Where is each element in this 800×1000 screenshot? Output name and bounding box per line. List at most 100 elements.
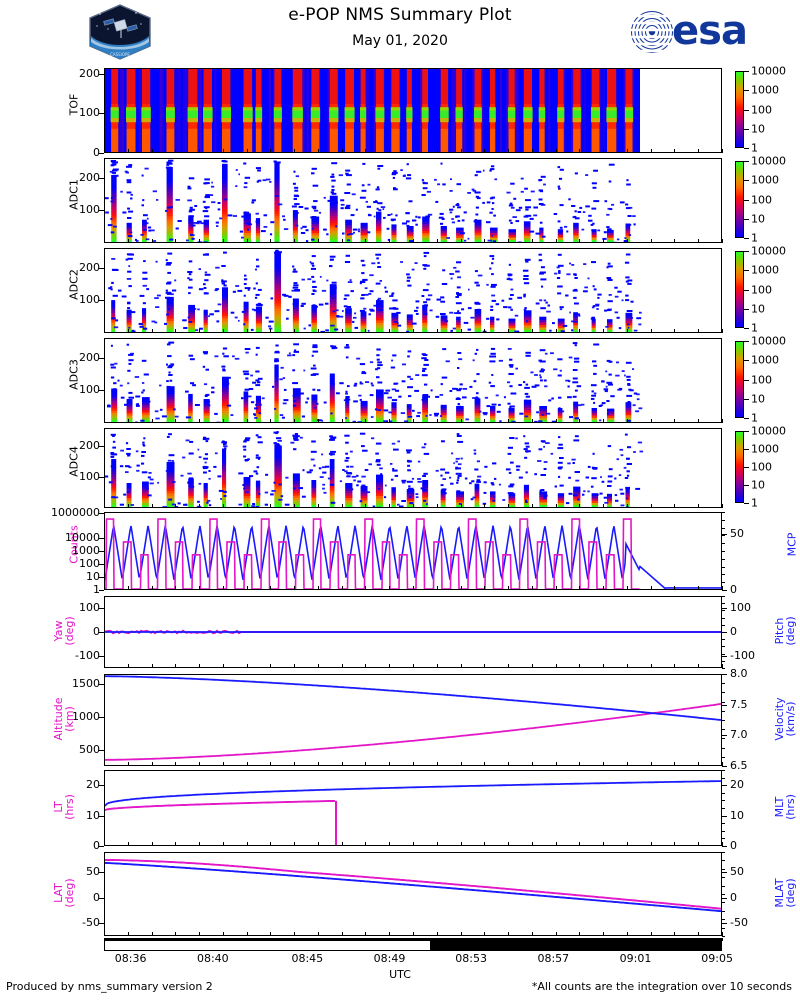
time-tick-minor	[277, 938, 279, 941]
xtickmark-minor	[246, 586, 248, 590]
xtickmark-minor	[508, 762, 510, 766]
ytickmark-right-minor	[722, 766, 725, 767]
colorbar-tof: 10000 1000 100 10 1	[735, 65, 795, 155]
ytickmark-right-minor	[722, 729, 725, 731]
xtickmark-minor	[413, 762, 414, 766]
xtickmark-minor	[365, 149, 367, 153]
ytickmark-right-minor	[722, 815, 725, 817]
xtickmark-minor	[246, 419, 248, 423]
xtickmark-minor	[484, 239, 486, 243]
time-tick-minor	[548, 938, 550, 941]
xtickmark-minor	[246, 842, 248, 846]
colorbar-label: 10	[751, 392, 765, 406]
ytick-right-lt-mlt-0: 20	[730, 778, 744, 792]
colorbar-tickmark	[744, 90, 749, 92]
ytickmark-right-minor	[722, 535, 725, 537]
xtickmark-minor	[151, 842, 153, 846]
xtickmark-minor	[436, 239, 438, 243]
ytickmark-left-yaw-pitch-1	[99, 632, 104, 633]
ytick-right-yaw-pitch-0: 100	[730, 601, 751, 614]
ytickmark-left-adc4-1	[99, 477, 104, 479]
xtickmark-minor	[127, 762, 129, 766]
xtickmark-minor	[270, 762, 272, 766]
xtickmark-minor	[151, 664, 153, 668]
xtickmark-minor	[175, 586, 177, 590]
esa-logo: esa	[630, 8, 762, 56]
xtickmark-minor	[389, 762, 391, 766]
plot-data-adc2	[108, 249, 642, 332]
ytickmark-right-minor	[722, 830, 725, 832]
time-tick-label: 08:45	[291, 952, 324, 965]
ytickmark-right-minor	[722, 566, 725, 568]
xtickmark-minor	[460, 329, 462, 333]
ytick-left-adc3-0: 200	[79, 350, 100, 364]
time-tick-minor	[413, 938, 414, 941]
ytickmark-left-counts-mcp-0	[99, 512, 104, 514]
xtickmark-minor	[531, 932, 533, 936]
plot-data-adc3	[107, 341, 643, 422]
ytickmark-right-minor	[722, 852, 725, 853]
colorbar-tickmark	[744, 251, 749, 252]
ytick-right-lat-mlat-2: -50	[730, 916, 748, 930]
plot-panel-adc4	[104, 428, 722, 508]
xtickmark-minor	[389, 419, 391, 423]
xtickmark-minor	[199, 504, 201, 508]
time-tick-minor	[297, 938, 299, 941]
time-tick-label: 08:57	[537, 952, 570, 965]
colorbar-label: 1	[751, 141, 758, 155]
xtickmark-minor	[175, 329, 177, 333]
ytick-left-counts-mcp-3: 100	[79, 557, 100, 571]
ytickmark-right-minor	[722, 701, 725, 703]
ylabel-right-counts-mcp: MCP	[786, 515, 799, 575]
colorbar-gradient	[735, 431, 744, 503]
xtickmark-minor	[104, 842, 105, 846]
xtickmark-minor	[270, 586, 272, 590]
ytickmark-right-minor	[722, 777, 725, 779]
ytick-left-adc4-0: 200	[79, 439, 100, 453]
xtickmark-minor	[436, 664, 438, 668]
ytick-left-adc1-1: 100	[79, 203, 100, 217]
ytick-right-yaw-pitch-1: 0	[730, 625, 737, 638]
xtickmark-minor	[294, 842, 296, 846]
time-tick-label: 08:40	[196, 952, 229, 965]
colorbar-tickmark	[744, 360, 749, 362]
xtickmark-minor	[127, 149, 129, 153]
xtickmark-minor	[626, 149, 628, 153]
xtickmark-minor	[674, 239, 676, 243]
ytick-right-altitude-velocity-1: 7.5	[730, 697, 748, 711]
ytickmark-left-adc3-1	[99, 390, 104, 392]
colorbar-label: 10000	[751, 244, 786, 258]
time-tick-minor	[239, 938, 241, 941]
colorbar-label: 100	[751, 460, 772, 474]
colorbar-tickmark	[744, 270, 749, 272]
colorbar-tickmark	[744, 308, 749, 310]
ytickmark-right-minor	[722, 877, 725, 879]
xtickmark-minor	[555, 932, 557, 936]
xtickmark-minor	[294, 419, 296, 423]
xtickmark-minor	[555, 586, 557, 590]
xtickmark-minor	[579, 239, 581, 243]
plot-data-adc1	[105, 159, 636, 242]
colorbar-tickmark	[744, 431, 749, 432]
colorbar-tickmark	[744, 199, 749, 201]
plot-data-lat-mlat	[105, 859, 721, 913]
ytickmark-right-minor	[722, 800, 725, 802]
time-tick-minor	[355, 938, 357, 941]
time-tick-minor	[625, 938, 627, 941]
xtickmark-minor	[270, 419, 272, 423]
ytickmark-left-lt-mlt-2	[99, 846, 104, 847]
xtickmark-minor	[508, 932, 510, 936]
colorbar-label: 1	[751, 231, 758, 245]
xtickmark-minor	[175, 419, 177, 423]
xtickmark-minor	[650, 239, 652, 243]
xtickmark-minor	[341, 842, 343, 846]
ytickmark-left-tof-1	[99, 113, 104, 115]
xtickmark-minor	[341, 504, 343, 508]
xtickmark-minor	[104, 329, 105, 333]
xtickmark-minor	[722, 504, 723, 508]
ytickmark-right-minor	[722, 512, 725, 513]
colorbar-tickmark	[744, 418, 749, 419]
xtickmark-minor	[579, 586, 581, 590]
xtickmark-minor	[531, 664, 533, 668]
ytickmark-left-counts-mcp-5	[99, 590, 104, 591]
